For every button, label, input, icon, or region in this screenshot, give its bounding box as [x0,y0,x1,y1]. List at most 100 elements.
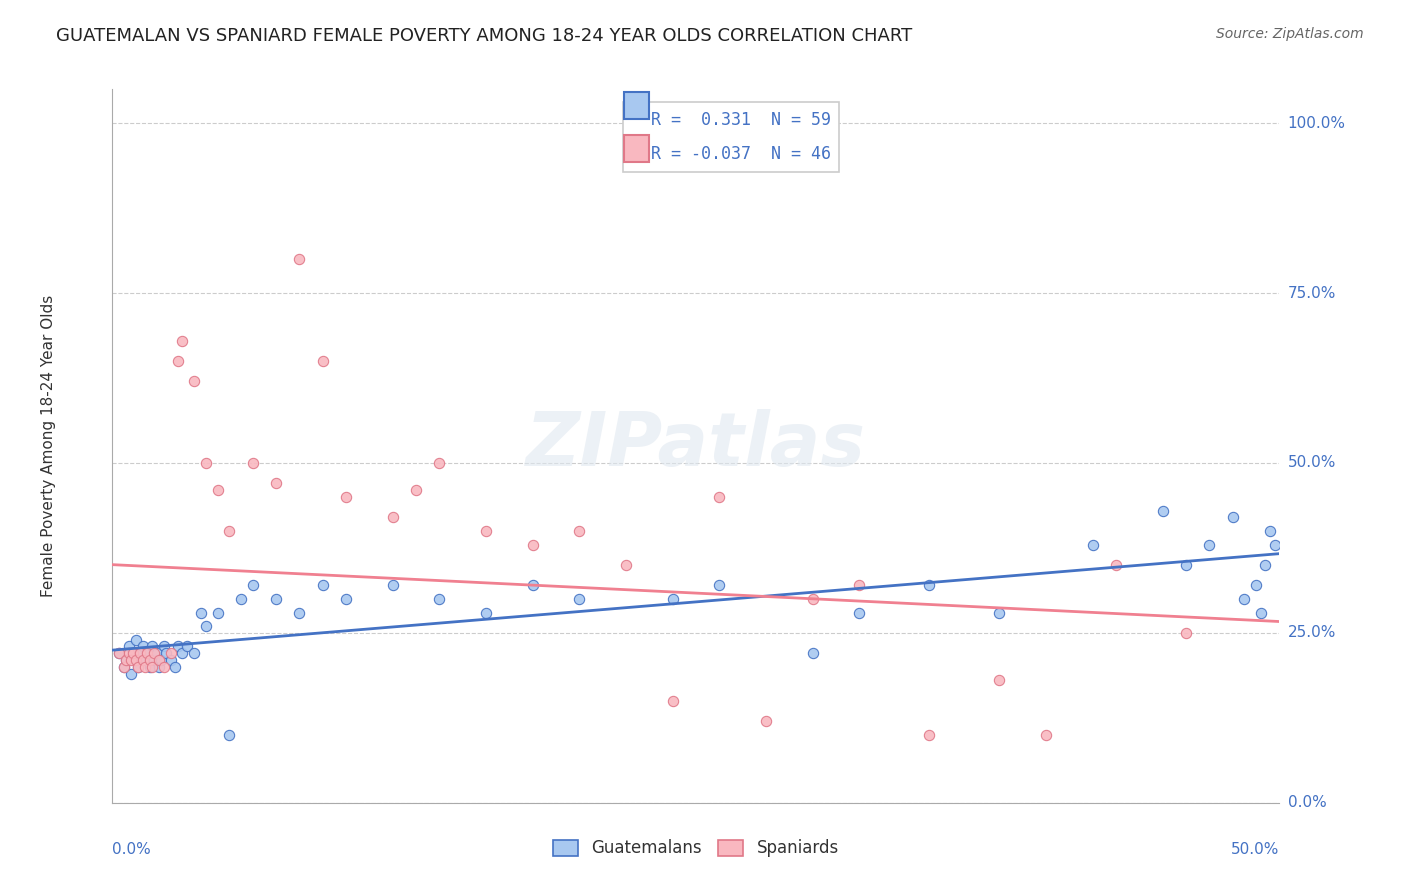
Point [112,660,135,674]
Point [183,646,205,660]
Point [614,558,637,572]
Point [125,632,148,647]
Point [120,666,142,681]
Point [1233,591,1256,606]
Point [207,483,229,498]
Point [1081,537,1104,551]
Point [143,653,166,667]
Point [129,646,152,660]
Point [848,606,870,620]
Point [427,456,450,470]
Point [166,354,188,368]
Point [108,646,131,660]
Text: 50.0%: 50.0% [1288,456,1336,470]
Point [335,591,357,606]
Text: 100.0%: 100.0% [1288,116,1346,131]
Point [475,524,498,538]
Point [134,660,156,674]
Point [522,578,544,592]
Point [1258,524,1281,538]
Point [129,646,152,660]
Point [136,646,159,660]
Point [207,606,229,620]
Text: ZIPatlas: ZIPatlas [526,409,866,483]
Point [709,578,731,592]
Point [801,646,824,660]
Point [988,673,1011,688]
Point [522,537,544,551]
Text: 25.0%: 25.0% [1288,625,1336,640]
Point [183,375,205,389]
Text: 75.0%: 75.0% [1288,285,1336,301]
Point [134,653,156,667]
Point [1222,510,1244,524]
Point [1152,503,1174,517]
FancyBboxPatch shape [624,92,650,120]
Point [190,606,212,620]
Text: 0.0%: 0.0% [1288,796,1326,810]
Point [709,490,731,504]
Point [108,646,131,660]
Text: 0.0%: 0.0% [112,842,152,856]
Point [288,252,311,266]
Point [141,660,163,674]
Point [1250,606,1272,620]
Point [264,591,287,606]
Point [148,653,170,667]
Point [311,354,333,368]
Point [475,606,498,620]
Point [194,456,217,470]
Point [132,653,155,667]
Point [194,619,217,633]
FancyBboxPatch shape [624,135,650,162]
Point [122,646,145,660]
Point [122,646,145,660]
Point [661,591,683,606]
Point [127,660,149,674]
Text: Female Poverty Among 18-24 Year Olds: Female Poverty Among 18-24 Year Olds [41,295,56,597]
Text: Source: ZipAtlas.com: Source: ZipAtlas.com [1216,27,1364,41]
Point [1254,558,1277,572]
Text: 50.0%: 50.0% [1232,842,1279,856]
Point [1105,558,1128,572]
Point [1035,728,1057,742]
Point [125,653,148,667]
Legend: Guatemalans, Spaniards: Guatemalans, Spaniards [544,831,848,866]
Point [160,653,183,667]
Point [166,640,188,654]
Point [148,660,170,674]
Point [381,510,404,524]
Point [153,660,176,674]
Point [118,640,141,654]
Point [381,578,404,592]
Point [242,578,264,592]
Point [112,660,135,674]
Point [172,646,194,660]
Point [127,660,149,674]
Point [405,483,427,498]
Point [139,653,162,667]
Point [427,591,450,606]
Point [288,606,311,620]
Point [311,578,333,592]
Point [1175,558,1198,572]
Text: R =  0.331  N = 59
  R = -0.037  N = 46: R = 0.331 N = 59 R = -0.037 N = 46 [631,111,831,163]
Point [661,694,683,708]
Point [335,490,357,504]
Point [153,640,176,654]
Point [801,591,824,606]
Point [1244,578,1267,592]
Point [150,653,173,667]
Point [1198,537,1220,551]
Point [160,646,183,660]
Text: GUATEMALAN VS SPANIARD FEMALE POVERTY AMONG 18-24 YEAR OLDS CORRELATION CHART: GUATEMALAN VS SPANIARD FEMALE POVERTY AM… [56,27,912,45]
Point [229,591,252,606]
Point [132,640,155,654]
Point [176,640,198,654]
Point [136,646,159,660]
Point [264,476,287,491]
Point [118,646,141,660]
Point [218,728,240,742]
Point [918,728,941,742]
Point [568,591,591,606]
